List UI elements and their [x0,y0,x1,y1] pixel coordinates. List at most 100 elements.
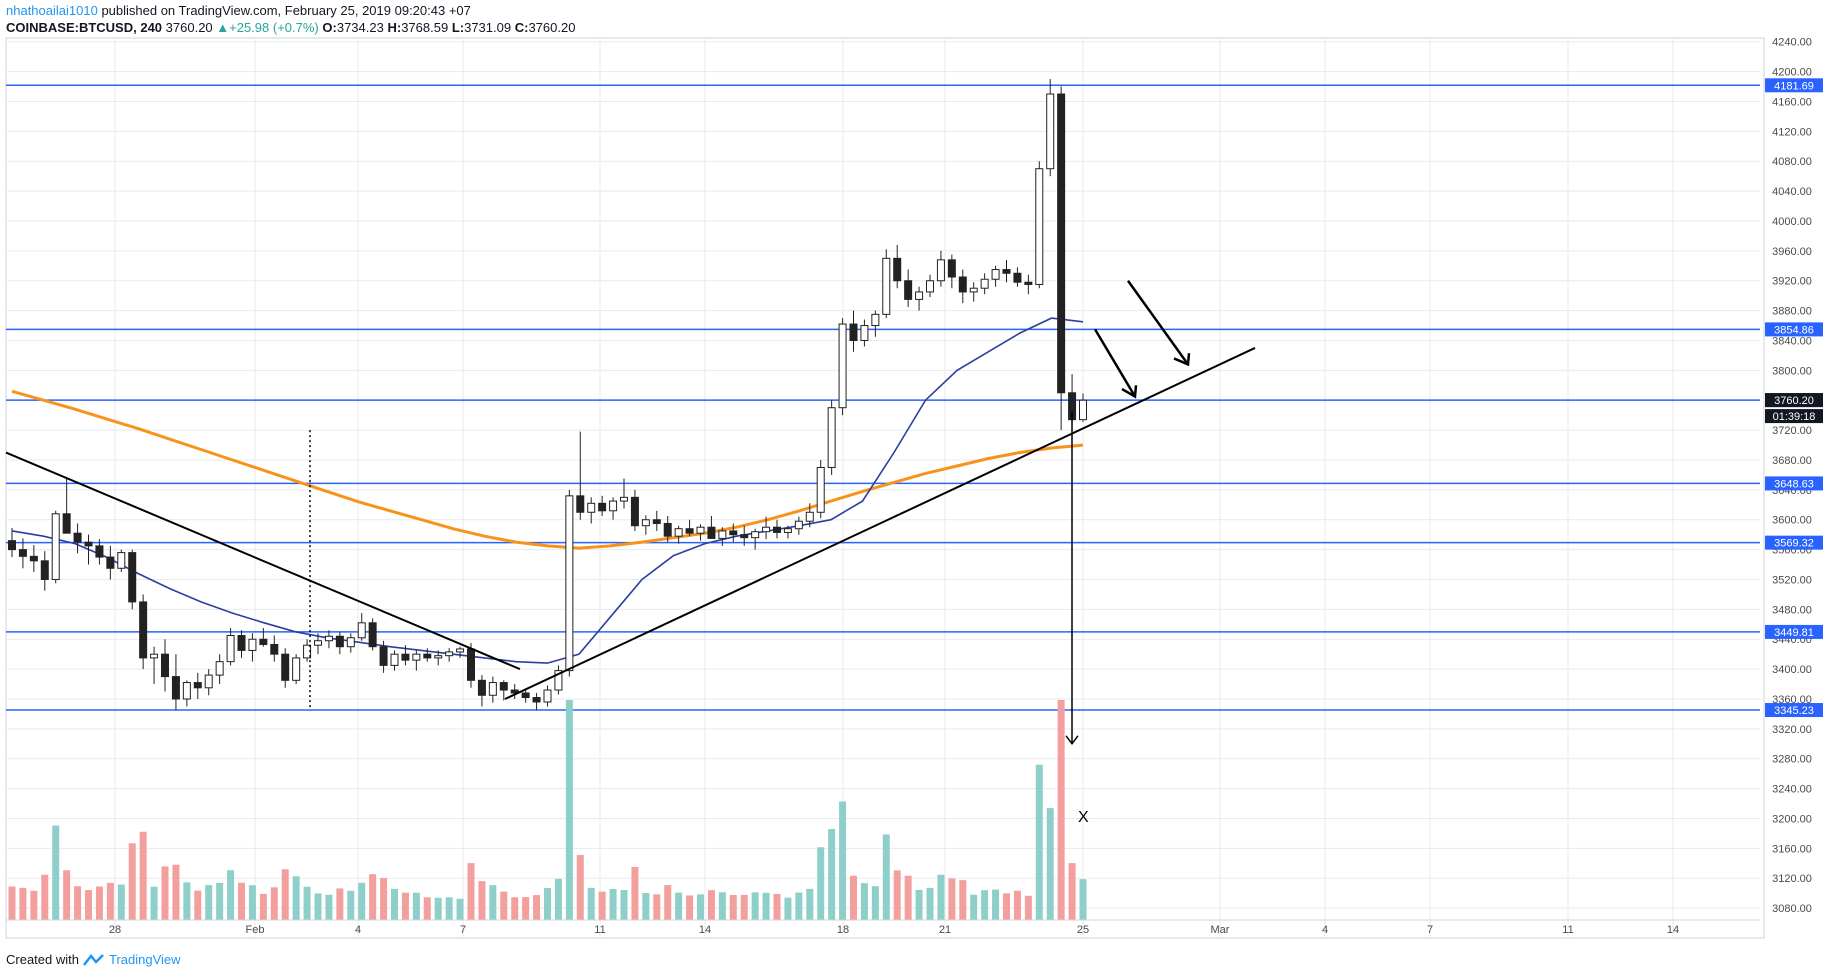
volume-bar [172,864,180,920]
candle-body [29,555,38,562]
time-axis[interactable]: 28 Feb 4 7 11 14 18 21 25 Mar 4 7 11 14 [6,919,1760,936]
candle-body [685,528,694,534]
volume-bar [227,870,235,920]
candle-body [915,291,924,300]
y-tick-label: 4040.00 [1772,186,1812,198]
x-tick-label: 18 [837,924,849,936]
author-link[interactable]: nhathoailai1010 [6,3,98,18]
volume-bar [423,897,431,920]
last-price-label: 3760.20 [1774,395,1814,407]
level-price-tag [1765,703,1823,718]
candle-body [401,653,410,661]
volume-bar [194,890,202,920]
candle-body [816,466,825,513]
volume-bar [937,874,945,920]
candle-body [368,622,377,648]
x-tick-label: 21 [939,924,951,936]
candle-body [947,259,956,278]
ohlc-line: COINBASE:BTCUSD, 240 3760.20 ▲+25.98 (+0… [6,19,575,36]
price-axis[interactable]: 4240.00 4200.00 4160.00 4120.00 4080.00 4040.… [1763,37,1823,938]
candle-body [729,530,738,536]
volume-bar [587,887,595,920]
volume-bar [882,834,890,920]
published-text: published on TradingView.com, February 2… [101,3,471,18]
last-price: 3760.20 [165,20,213,35]
volume-bar [489,885,497,920]
candle-body [904,280,913,300]
candle-body [8,540,16,551]
volume-bar [150,886,158,920]
symbol-label[interactable]: COINBASE:BTCUSD, 240 [6,20,163,35]
candle-body [171,676,180,700]
candle-body [1046,93,1055,170]
candle-body [128,552,137,603]
volume-bar [259,893,267,920]
candle-body [1035,168,1044,285]
y-tick-label: 4160.00 [1772,96,1812,108]
volume-bar [948,878,956,920]
price-chart[interactable]: X 4240.00 4200.00 4160.00 4120.00 4080.00 404… [0,0,1828,950]
volume-bar [205,885,213,920]
candle-body [882,257,891,315]
volume-bar [369,874,377,920]
candle-body [510,689,519,694]
volume-bar [139,831,147,920]
candle-body [390,653,399,666]
candle-body [871,313,880,327]
volume-bar [1013,890,1021,920]
volume-bar [41,874,49,920]
indicator-lines [11,317,1084,664]
volume-bar [893,870,901,920]
x-tick-label: 4 [1322,924,1328,936]
countdown-label: 01:39:18 [1773,411,1816,423]
volume-bar [500,891,508,920]
candle-body [292,657,301,681]
ma-orange-line [11,389,1084,550]
volume-bar [347,890,355,920]
candle-body [117,552,126,569]
volume-bar [850,875,857,920]
x-tick-label: 7 [460,924,466,936]
volume-bar [1046,808,1054,920]
volume-bar [30,890,38,920]
open-value: 3734.23 [336,20,384,35]
level-price-label: 3449.81 [1774,627,1814,639]
countdown-tag [1765,409,1823,424]
level-price-label: 3569.32 [1774,538,1814,550]
volume-bar [653,894,661,920]
user-drawings[interactable]: X [5,280,1256,826]
volume-bar [729,895,737,920]
volume-bar [1057,700,1065,920]
y-tick-label: 3920.00 [1772,276,1812,288]
volume-bar [992,889,1000,920]
close-value: 3760.20 [528,20,576,35]
y-tick-label: 3680.00 [1772,455,1812,467]
candle-body [314,640,322,646]
volume-bar [238,882,245,920]
volume-bar [63,870,71,920]
volume-bar [959,880,967,920]
price-change: ▲+25.98 (+0.7%) [216,20,319,35]
level-price-label: 4181.69 [1774,80,1814,92]
grid [6,38,1760,938]
y-tick-label: 3280.00 [1772,754,1812,766]
volume-bar [1035,764,1043,920]
chart-frame [5,37,1765,939]
candle-body [794,520,803,530]
volume-bar [117,884,125,920]
level-price-label: 3854.86 [1774,324,1814,336]
volume-bar [95,886,103,920]
x-tick-label: 14 [1667,924,1679,936]
ma-blue-line [11,317,1084,664]
volume-bar [128,843,136,920]
volume-bar [445,897,453,920]
candle-body [980,278,989,289]
candle-body [674,528,683,537]
volume-bar [183,882,191,920]
candle-body [773,526,781,533]
candle-body [860,325,869,341]
x-tick-label: 25 [1077,924,1089,936]
candle-body [805,511,814,522]
candle-body [532,697,541,703]
tradingview-brand[interactable]: TradingView [108,952,181,967]
